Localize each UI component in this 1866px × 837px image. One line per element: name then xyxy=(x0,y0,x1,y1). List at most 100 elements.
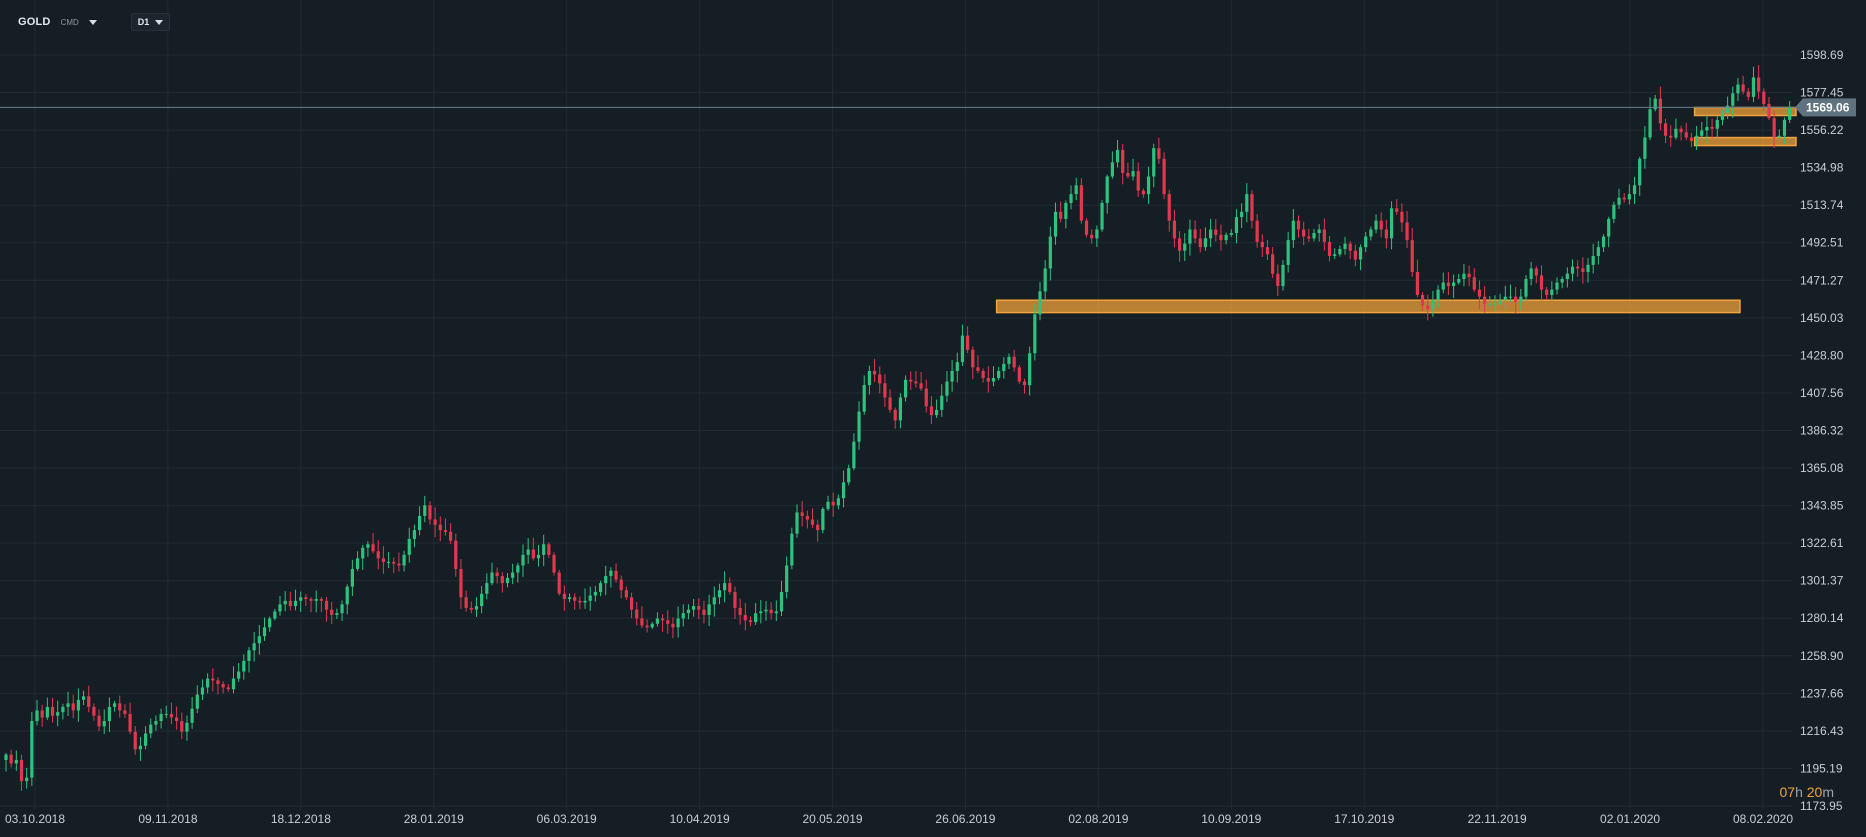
candle-down xyxy=(288,591,292,611)
candle-down xyxy=(397,552,401,572)
candle-body xyxy=(1389,208,1394,239)
candle-body xyxy=(485,583,489,594)
candle-body xyxy=(1555,282,1559,290)
candle-up xyxy=(692,599,696,617)
candle-body xyxy=(216,680,220,684)
candle-body xyxy=(1002,363,1006,371)
countdown-hours: 07 xyxy=(1779,784,1796,800)
candle-down xyxy=(629,592,634,619)
candle-body xyxy=(1550,289,1554,295)
candle-body xyxy=(1369,229,1373,237)
candle-up xyxy=(1105,174,1109,214)
candle-up xyxy=(1524,275,1528,302)
candle-body xyxy=(743,614,747,621)
candle-up xyxy=(650,621,654,630)
candle-up xyxy=(821,507,825,534)
candle-up xyxy=(242,654,246,680)
candle-up xyxy=(345,584,349,615)
candle-body xyxy=(1327,241,1332,257)
candle-body xyxy=(702,609,706,615)
candle-up xyxy=(1643,126,1647,169)
candle-up xyxy=(609,567,613,588)
candle-up xyxy=(1519,288,1523,311)
candle-body xyxy=(1488,303,1492,305)
candle-down xyxy=(1400,203,1404,233)
candle-body xyxy=(1095,229,1099,239)
symbol-label: GOLD xyxy=(18,16,51,28)
candle-up xyxy=(262,617,267,641)
candle-up xyxy=(1374,214,1378,234)
candle-body xyxy=(1581,268,1585,272)
candle-up xyxy=(164,705,168,719)
candle-body xyxy=(50,706,55,716)
candle-down xyxy=(175,706,179,730)
candle-down xyxy=(743,603,747,631)
timeframe-dropdown[interactable]: D1 xyxy=(130,13,171,31)
candle-body xyxy=(1457,279,1461,283)
candle-down xyxy=(1079,178,1083,224)
candle-up xyxy=(903,375,908,402)
date-tick-label: 18.12.2018 xyxy=(271,812,331,826)
candle-body xyxy=(511,572,515,578)
candle-body xyxy=(464,597,468,608)
support-resistance-zone[interactable] xyxy=(1693,136,1797,147)
candle-body xyxy=(1322,229,1326,242)
candle-body xyxy=(76,699,80,711)
candle-body xyxy=(671,623,675,628)
candle-up xyxy=(785,556,789,599)
candle-body xyxy=(1653,98,1657,110)
candle-body xyxy=(966,335,970,350)
candle-down xyxy=(1012,349,1016,372)
support-resistance-zone[interactable] xyxy=(1693,106,1797,117)
candle-down xyxy=(1483,285,1487,313)
candle-up xyxy=(1653,94,1657,112)
candle-body xyxy=(909,379,913,382)
candle-down xyxy=(624,586,628,600)
candle-body xyxy=(997,370,1001,379)
candle-down xyxy=(324,597,329,622)
candle-body xyxy=(66,703,70,707)
candle-body xyxy=(759,611,763,614)
candle-body xyxy=(454,540,458,569)
candle-up xyxy=(754,602,758,625)
candle-down xyxy=(392,557,396,574)
candle-body xyxy=(1612,204,1616,219)
candle-down xyxy=(376,540,380,570)
candle-down xyxy=(1410,228,1414,277)
candle-up xyxy=(1338,245,1342,257)
candle-down xyxy=(1198,229,1202,253)
candle-up xyxy=(1043,260,1047,304)
support-resistance-zone[interactable] xyxy=(995,299,1741,314)
candle-body xyxy=(402,554,406,566)
candle-body xyxy=(1757,77,1761,92)
candle-body xyxy=(1307,236,1311,239)
candle-body xyxy=(1028,353,1032,386)
candle-up xyxy=(1364,231,1368,253)
candle-down xyxy=(50,697,55,723)
candle-down xyxy=(71,694,75,719)
candle-up xyxy=(862,375,866,415)
candle-body xyxy=(1746,91,1750,97)
candle-up xyxy=(712,586,716,617)
symbol-dropdown-icon[interactable] xyxy=(88,19,97,25)
candle-down xyxy=(469,601,473,614)
candle-down xyxy=(1214,219,1218,242)
candle-body xyxy=(1663,123,1668,136)
candle-up xyxy=(355,551,360,572)
candle-up xyxy=(945,371,949,402)
candle-body xyxy=(206,678,210,688)
chevron-down-icon xyxy=(155,19,164,25)
candle-down xyxy=(1276,264,1280,297)
candle-body xyxy=(588,595,592,601)
candle-body xyxy=(593,591,597,596)
candle-up xyxy=(950,359,954,392)
candle-down xyxy=(1265,239,1270,261)
candle-down xyxy=(304,594,308,606)
candle-body xyxy=(133,731,137,750)
candle-body xyxy=(257,636,261,644)
candle-body xyxy=(769,609,773,614)
candle-up xyxy=(56,700,60,727)
candle-down xyxy=(660,614,665,632)
candle-down xyxy=(1296,215,1301,238)
